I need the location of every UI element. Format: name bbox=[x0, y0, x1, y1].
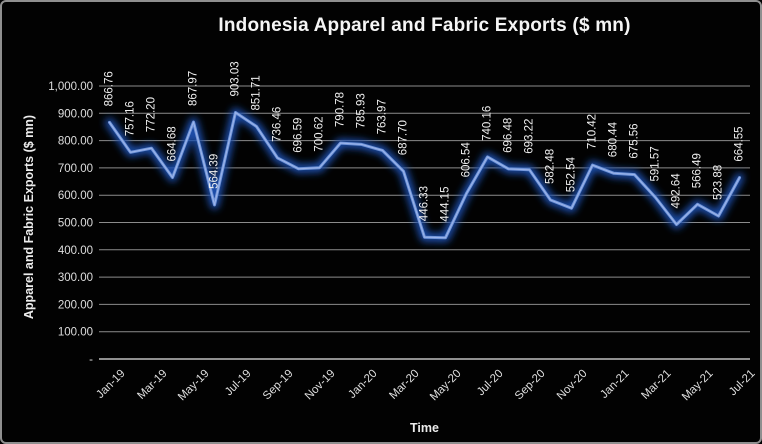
data-label: 785.93 bbox=[356, 93, 368, 128]
data-label: 591.57 bbox=[650, 146, 662, 181]
x-tick-label: Jan-20 bbox=[346, 368, 379, 401]
data-label: 696.48 bbox=[503, 118, 515, 153]
x-tick-label: Jul-19 bbox=[223, 368, 254, 399]
data-label: 740.16 bbox=[482, 106, 494, 141]
y-tick-label: 200.00 bbox=[58, 299, 93, 311]
export-line-highlight bbox=[108, 111, 741, 239]
data-label: 772.20 bbox=[146, 97, 158, 132]
chart-title: Indonesia Apparel and Fabric Exports ($ … bbox=[218, 15, 631, 36]
data-label: 903.03 bbox=[230, 61, 242, 96]
y-tick-label: 400.00 bbox=[58, 245, 93, 257]
x-tick-label: May-19 bbox=[176, 368, 212, 404]
y-tick-label: - bbox=[89, 354, 93, 366]
y-tick-label: 900.00 bbox=[58, 108, 93, 120]
data-label: 606.54 bbox=[461, 142, 473, 178]
data-label: 582.48 bbox=[545, 149, 557, 184]
data-label: 866.76 bbox=[104, 71, 116, 106]
x-tick-label: Jul-21 bbox=[727, 368, 758, 399]
data-label: 790.78 bbox=[335, 92, 347, 127]
y-tick-label: 1,000.00 bbox=[48, 81, 93, 93]
x-tick-label: Nov-19 bbox=[303, 368, 338, 403]
data-label: 680.44 bbox=[608, 121, 620, 157]
x-tick-label: May-20 bbox=[428, 368, 464, 404]
x-tick-label: Mar-20 bbox=[387, 368, 421, 402]
x-tick-label: Mar-21 bbox=[639, 368, 673, 402]
data-label: 492.64 bbox=[671, 173, 683, 209]
y-tick-label: 600.00 bbox=[58, 190, 93, 202]
y-tick-label: 100.00 bbox=[58, 327, 93, 339]
y-tick-label: 800.00 bbox=[58, 136, 93, 148]
y-axis-title-container: Apparel and Fabric Exports ($ mn) bbox=[12, 42, 46, 392]
x-tick-label: Jan-19 bbox=[94, 368, 127, 401]
data-label: 736.46 bbox=[272, 107, 284, 142]
x-tick-label: Jan-21 bbox=[598, 368, 631, 401]
x-tick-label: Jul-20 bbox=[475, 368, 506, 399]
data-label: 696.59 bbox=[293, 118, 305, 153]
data-label: 566.49 bbox=[692, 153, 704, 188]
x-tick-label: May-21 bbox=[680, 368, 716, 404]
y-tick-label: 500.00 bbox=[58, 218, 93, 230]
y-tick-label: 700.00 bbox=[58, 163, 93, 175]
data-label: 687.70 bbox=[398, 120, 410, 155]
data-label: 664.68 bbox=[167, 126, 179, 161]
data-label: 523.88 bbox=[713, 165, 725, 200]
data-label: 664.55 bbox=[734, 126, 746, 161]
data-label: 851.71 bbox=[251, 75, 263, 110]
data-label: 675.56 bbox=[629, 123, 641, 158]
data-label: 564.39 bbox=[209, 154, 221, 189]
data-label: 446.33 bbox=[419, 186, 431, 221]
data-label: 444.15 bbox=[440, 187, 452, 222]
data-label: 693.22 bbox=[524, 119, 536, 154]
data-label: 763.97 bbox=[377, 99, 389, 134]
x-tick-label: Mar-19 bbox=[135, 368, 169, 402]
x-tick-label: Sep-19 bbox=[261, 368, 296, 403]
data-label: 757.16 bbox=[125, 101, 137, 136]
x-axis-title: Time bbox=[410, 421, 439, 435]
x-tick-label: Nov-20 bbox=[555, 368, 590, 403]
data-label: 700.62 bbox=[314, 117, 326, 152]
data-label: 710.42 bbox=[587, 114, 599, 149]
data-label: 867.97 bbox=[188, 71, 200, 106]
x-tick-label: Sep-20 bbox=[513, 368, 548, 403]
data-label: 552.54 bbox=[566, 156, 578, 192]
y-tick-label: 300.00 bbox=[58, 272, 93, 284]
y-axis-title: Apparel and Fabric Exports ($ mn) bbox=[22, 114, 36, 320]
